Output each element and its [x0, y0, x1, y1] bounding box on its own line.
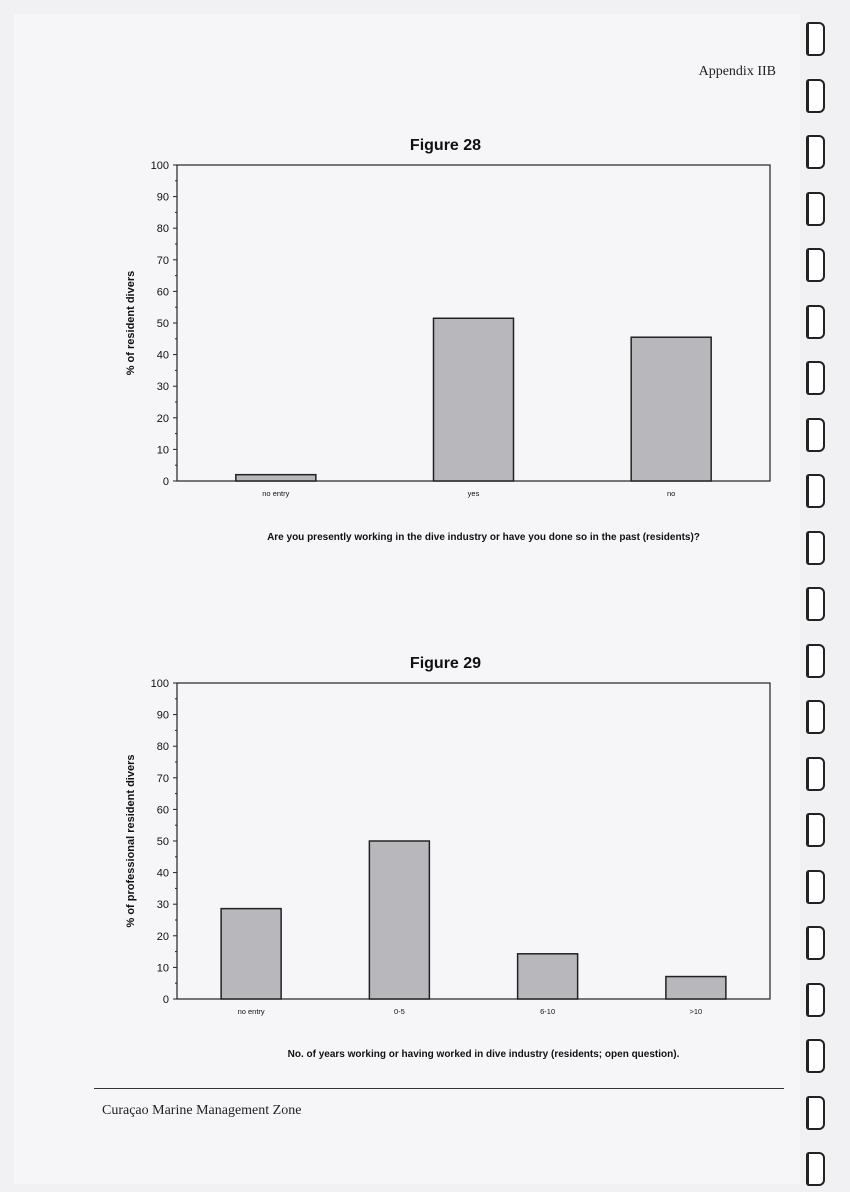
- binder-hole: [806, 869, 825, 904]
- footer-divider: [94, 1088, 784, 1089]
- y-tick-label: 0: [163, 994, 169, 1006]
- figure-28-chart: Figure 28 0 10 20 30 40 50 60 70 80 90 100 no entry y…: [125, 137, 771, 543]
- y-tick-label: 40: [157, 350, 169, 362]
- category-label: no entry: [238, 1007, 265, 1016]
- category-label: no entry: [262, 489, 289, 498]
- y-tick-label: 90: [157, 192, 169, 204]
- y-axis-label: % of resident divers: [125, 271, 137, 376]
- category-label: no: [667, 489, 675, 498]
- binder-hole: [806, 813, 825, 847]
- binder-hole: [806, 643, 825, 678]
- binder-hole: [806, 982, 825, 1017]
- binder-hole: [806, 1039, 825, 1073]
- y-tick-label: 30: [157, 381, 169, 393]
- binder-hole: [806, 191, 825, 226]
- y-tick-label: 50: [157, 836, 169, 848]
- y-tick-label: 100: [151, 678, 169, 690]
- binder-hole: [806, 1152, 825, 1186]
- x-axis-label: No. of years working or having worked in…: [288, 1049, 680, 1060]
- y-tick-label: 40: [157, 868, 169, 880]
- binder-hole: [806, 700, 825, 734]
- bar-no-entry: [220, 907, 282, 1000]
- y-tick-label: 50: [157, 318, 169, 330]
- category-label: 6-10: [540, 1007, 555, 1016]
- y-tick-label: 30: [157, 899, 169, 911]
- binder-hole: [806, 361, 825, 395]
- y-tick-label: 70: [157, 773, 169, 785]
- y-tick-label: 80: [157, 223, 169, 235]
- binder-hole: [806, 587, 825, 621]
- binder-hole: [806, 135, 825, 169]
- y-tick-label: 100: [151, 160, 169, 172]
- y-tick-label: 60: [157, 286, 169, 298]
- figure-29-chart: Figure 29 0 10 20 30 40 50 60 70 80 90 100 no entry 0…: [125, 655, 771, 1060]
- category-label: >10: [690, 1007, 703, 1016]
- y-tick-label: 0: [163, 476, 169, 488]
- binder-hole: [806, 1095, 825, 1130]
- chart-title: Figure 28: [410, 137, 481, 154]
- x-axis-label: Are you presently working in the dive in…: [267, 532, 700, 543]
- y-tick-label: 10: [157, 444, 169, 456]
- binder-hole: [806, 530, 825, 565]
- bar-0-5: [368, 840, 431, 1000]
- appendix-label: Appendix IIB: [698, 64, 776, 79]
- y-tick-label: 20: [157, 931, 169, 943]
- y-tick-label: 70: [157, 255, 169, 267]
- y-tick-label: 90: [157, 710, 169, 722]
- bar--10: [665, 975, 727, 1000]
- bar-6-10: [516, 953, 579, 1000]
- bar-no-entry: [235, 473, 317, 482]
- binder-hole: [806, 474, 825, 508]
- y-tick-label: 20: [157, 413, 169, 425]
- y-tick-label: 10: [157, 962, 169, 974]
- chart-title: Figure 29: [410, 655, 481, 672]
- binder-hole: [806, 78, 825, 113]
- binder-hole: [806, 304, 825, 339]
- binder-hole: [806, 417, 825, 452]
- bar-yes: [432, 317, 515, 482]
- y-tick-label: 60: [157, 804, 169, 816]
- binder-hole: [806, 926, 825, 960]
- y-tick-label: 80: [157, 741, 169, 753]
- bar-no: [630, 336, 712, 482]
- category-label: yes: [468, 489, 480, 498]
- category-label: 0-5: [394, 1007, 405, 1016]
- binder-hole: [806, 248, 825, 282]
- footer-text: Curaçao Marine Management Zone: [102, 1103, 302, 1118]
- binder-hole: [806, 22, 825, 56]
- binder-hole: [806, 756, 825, 791]
- y-axis-label: % of professional resident divers: [125, 755, 137, 928]
